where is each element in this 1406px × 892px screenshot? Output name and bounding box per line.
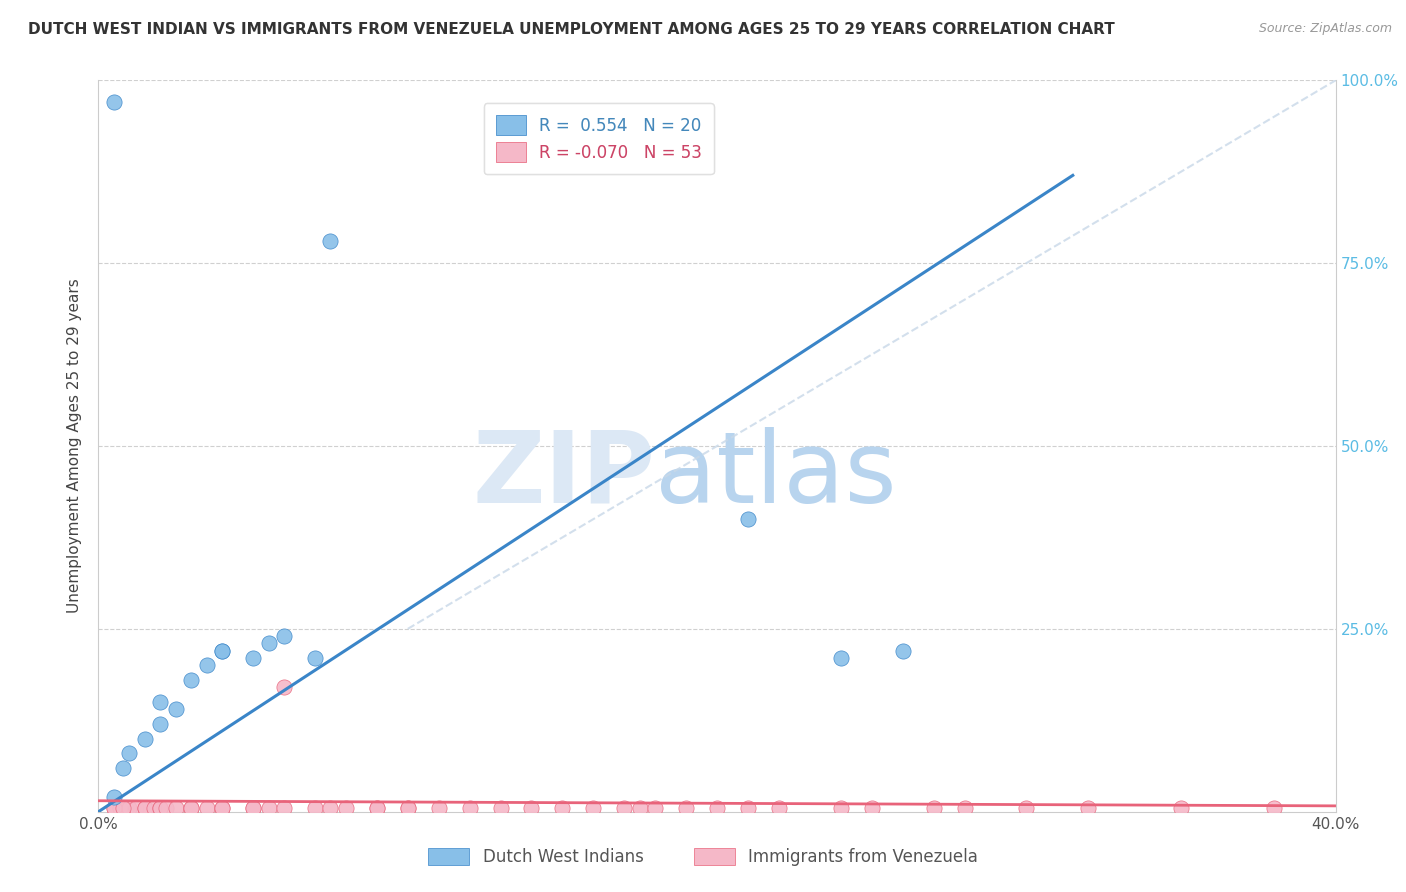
Point <box>335 801 357 815</box>
Point <box>304 801 326 815</box>
Point <box>644 801 666 815</box>
Point <box>242 801 264 815</box>
Point <box>1263 801 1285 815</box>
Point <box>149 695 172 709</box>
Point <box>118 801 141 815</box>
Point <box>257 636 280 650</box>
Point <box>520 801 543 815</box>
Point <box>103 790 125 805</box>
Point <box>195 658 218 673</box>
Point <box>112 801 135 815</box>
Point <box>427 801 450 815</box>
Point <box>143 801 166 815</box>
Point <box>830 651 852 665</box>
Point <box>211 644 233 658</box>
Point <box>582 801 605 815</box>
Point <box>613 801 636 815</box>
Point <box>134 801 156 815</box>
Point <box>103 801 125 815</box>
Point <box>396 801 419 815</box>
Point <box>319 234 342 248</box>
Point <box>112 761 135 775</box>
Point <box>103 801 125 815</box>
Legend: Dutch West Indians, Immigrants from Venezuela: Dutch West Indians, Immigrants from Vene… <box>419 840 987 875</box>
Point <box>108 801 131 815</box>
Legend: R =  0.554   N = 20, R = -0.070   N = 53: R = 0.554 N = 20, R = -0.070 N = 53 <box>484 103 714 174</box>
Point <box>922 801 945 815</box>
Point <box>112 801 135 815</box>
Point <box>628 801 651 815</box>
Point <box>830 801 852 815</box>
Point <box>737 512 759 526</box>
Point <box>165 801 187 815</box>
Point <box>273 629 295 643</box>
Point <box>706 801 728 815</box>
Point <box>319 801 342 815</box>
Point <box>211 801 233 815</box>
Point <box>211 801 233 815</box>
Point <box>1015 801 1038 815</box>
Point <box>891 644 914 658</box>
Point <box>242 651 264 665</box>
Point <box>1170 801 1192 815</box>
Point <box>134 801 156 815</box>
Point <box>366 801 388 815</box>
Point <box>366 801 388 815</box>
Point <box>396 801 419 815</box>
Y-axis label: Unemployment Among Ages 25 to 29 years: Unemployment Among Ages 25 to 29 years <box>67 278 83 614</box>
Text: ZIP: ZIP <box>472 426 655 524</box>
Text: atlas: atlas <box>655 426 897 524</box>
Point <box>953 801 976 815</box>
Point <box>768 801 790 815</box>
Point <box>124 801 146 815</box>
Point <box>180 801 202 815</box>
Point <box>273 801 295 815</box>
Point <box>155 801 177 815</box>
Point <box>860 801 883 815</box>
Point <box>165 702 187 716</box>
Point <box>180 801 202 815</box>
Point <box>675 801 697 815</box>
Text: DUTCH WEST INDIAN VS IMMIGRANTS FROM VENEZUELA UNEMPLOYMENT AMONG AGES 25 TO 29 : DUTCH WEST INDIAN VS IMMIGRANTS FROM VEN… <box>28 22 1115 37</box>
Point <box>551 801 574 815</box>
Text: Source: ZipAtlas.com: Source: ZipAtlas.com <box>1258 22 1392 36</box>
Point <box>489 801 512 815</box>
Point <box>195 801 218 815</box>
Point <box>257 801 280 815</box>
Point <box>304 651 326 665</box>
Point <box>149 717 172 731</box>
Point <box>242 801 264 815</box>
Point <box>180 673 202 687</box>
Point <box>115 801 138 815</box>
Point <box>458 801 481 815</box>
Point <box>149 801 172 815</box>
Point <box>118 746 141 760</box>
Point <box>1077 801 1099 815</box>
Point <box>273 681 295 695</box>
Point <box>737 801 759 815</box>
Point <box>103 95 125 110</box>
Point <box>211 644 233 658</box>
Point <box>134 731 156 746</box>
Point <box>149 801 172 815</box>
